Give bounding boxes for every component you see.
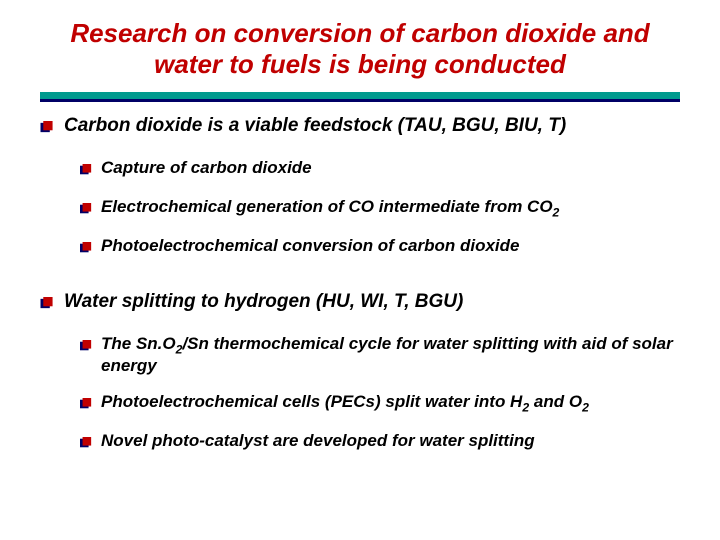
slide-title: Research on conversion of carbon dioxide… — [40, 18, 680, 80]
heading-text: Carbon dioxide is a viable feedstock (TA… — [64, 114, 566, 138]
bullet-icon — [80, 202, 92, 220]
item-text: Electrochemical generation of CO interme… — [101, 196, 559, 217]
item-text: Novel photo-catalyst are developed for w… — [101, 430, 535, 451]
list-item: The Sn.O2/Sn thermochemical cycle for wa… — [80, 333, 680, 376]
section-heading: Carbon dioxide is a viable feedstock (TA… — [40, 114, 680, 139]
list-item: Electrochemical generation of CO interme… — [80, 196, 680, 220]
heading-text: Water splitting to hydrogen (HU, WI, T, … — [64, 290, 463, 314]
item-text: Photoelectrochemical cells (PECs) split … — [101, 391, 589, 412]
section-heading: Water splitting to hydrogen (HU, WI, T, … — [40, 290, 680, 315]
slide-body: Carbon dioxide is a viable feedstock (TA… — [40, 114, 680, 454]
list-item: Photoelectrochemical cells (PECs) split … — [80, 391, 680, 415]
bullet-icon — [40, 297, 54, 315]
bullet-icon — [80, 436, 92, 454]
item-text: The Sn.O2/Sn thermochemical cycle for wa… — [101, 333, 680, 376]
list-item: Novel photo-catalyst are developed for w… — [80, 430, 680, 454]
item-text: Photoelectrochemical conversion of carbo… — [101, 235, 519, 256]
list-item: Photoelectrochemical conversion of carbo… — [80, 235, 680, 259]
list-item: Capture of carbon dioxide — [80, 157, 680, 181]
item-text: Capture of carbon dioxide — [101, 157, 312, 178]
bullet-icon — [80, 397, 92, 415]
bullet-icon — [40, 121, 54, 139]
slide: Research on conversion of carbon dioxide… — [0, 0, 720, 540]
bullet-icon — [80, 163, 92, 181]
bullet-icon — [80, 241, 92, 259]
bullet-icon — [80, 339, 92, 357]
